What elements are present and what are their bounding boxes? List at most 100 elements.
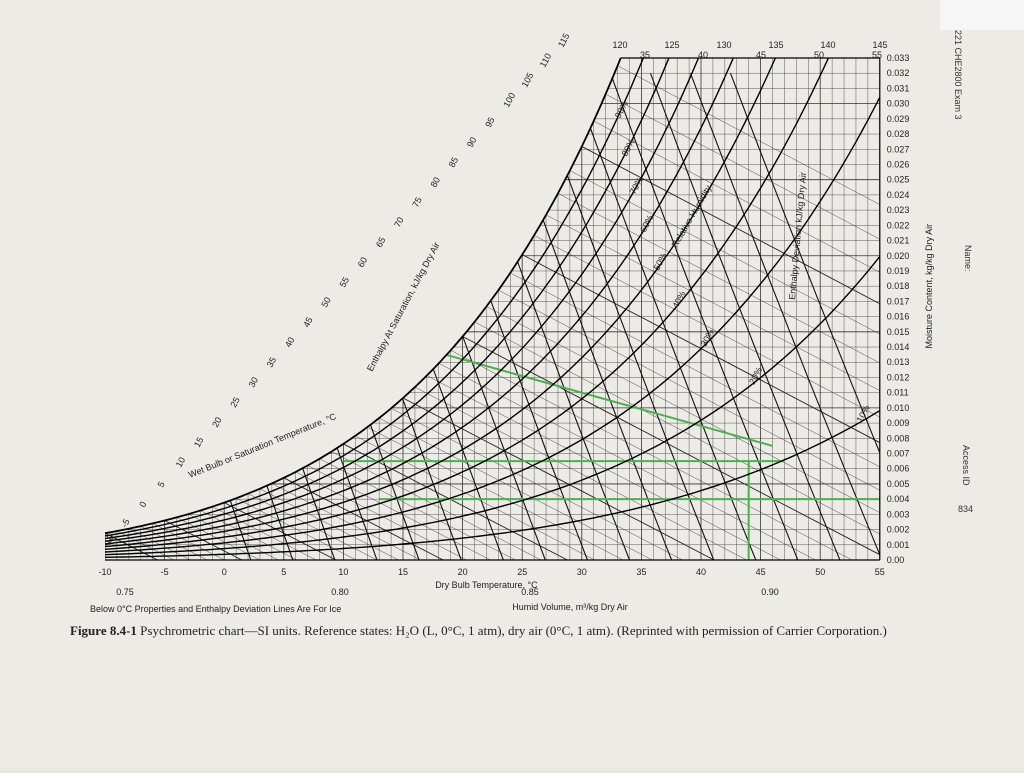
rh-curve: [104, 96, 881, 553]
handwriting: 834: [958, 504, 973, 514]
handwriting: Name:: [963, 245, 973, 272]
y-tick-label: 0.019: [887, 266, 910, 276]
y-tick-label: 0.028: [887, 129, 910, 139]
wet-bulb-line: [617, 65, 880, 561]
x-tick-label: 40: [696, 567, 706, 577]
wet-bulb-line: [426, 375, 781, 561]
enthalpy-left-label: 90: [465, 135, 479, 149]
rh-curve: [104, 57, 644, 537]
wet-bulb-line: [450, 350, 853, 561]
y-tick-label: 0.017: [887, 296, 910, 306]
wet-bulb-line: [510, 272, 880, 561]
enthalpy-left-label: 55: [338, 275, 352, 289]
y-tick-label: 0.024: [887, 190, 910, 200]
wet-bulb-line: [521, 254, 880, 561]
handwriting: Access ID: [961, 445, 971, 486]
volume-tick: 0.90: [761, 587, 779, 597]
enthalpy-top-label: 140: [820, 40, 835, 50]
volume-line: [649, 73, 841, 561]
volume-line: [609, 73, 799, 561]
y-tick-label: 0.026: [887, 159, 910, 169]
x-tick-label: 35: [636, 567, 646, 577]
x-tick-label: 10: [338, 567, 348, 577]
enthalpy-top-label: 145: [872, 40, 887, 50]
x-tick-label: -5: [161, 567, 169, 577]
volume-line: [689, 73, 880, 561]
wet-bulb-line: [355, 435, 595, 561]
rh-curve: [104, 57, 670, 540]
enthalpy-left-label: 15: [192, 435, 206, 449]
y-tick-label: 0.002: [887, 525, 910, 535]
enthalpy-left-label: 70: [392, 215, 406, 229]
sat-top-label: 40: [698, 50, 708, 60]
y-tick-label: 0.020: [887, 251, 910, 261]
wet-bulb-line: [498, 289, 880, 561]
y-tick-label: 0.007: [887, 449, 910, 459]
x-tick-label: 30: [577, 567, 587, 577]
y-tick-label: 0.027: [887, 144, 910, 154]
y-tick-label: 0.033: [887, 53, 910, 63]
y-tick-label: 0.001: [887, 540, 910, 550]
wet-bulb-line: [569, 170, 880, 561]
y-tick-label: 0.032: [887, 68, 910, 78]
y-tick-label: 0.013: [887, 357, 910, 367]
y-tick-label: 0.004: [887, 494, 910, 504]
enthalpy-top-label: 130: [716, 40, 731, 50]
volume-tick: 0.75: [116, 587, 134, 597]
note: Below 0°C Properties and Enthalpy Deviat…: [90, 604, 341, 614]
enthalpy-top-label: 135: [768, 40, 783, 50]
x-tick-label: 5: [281, 567, 286, 577]
y-tick-label: 0.010: [887, 403, 910, 413]
y-axis-label: Moisture Content, kg/kg Dry Air: [924, 224, 934, 349]
wet-bulb-line: [259, 488, 399, 561]
green-line: [390, 338, 773, 447]
y-tick-label: 0.025: [887, 175, 910, 185]
enthalpy-left-label: 50: [319, 295, 333, 309]
wet-bulb-line: [343, 443, 568, 561]
wet-bulb-line: [534, 235, 880, 561]
enthalpy-left-label: -5: [119, 517, 132, 529]
enthalpy-left-label: 30: [247, 375, 261, 389]
wet-bulb-line: [581, 146, 880, 561]
volume-tick: 0.80: [331, 587, 349, 597]
x-tick-label: 55: [875, 567, 885, 577]
volume-line: [729, 73, 880, 561]
enthalpy-left-label: 5: [156, 480, 167, 489]
handwriting: 221 CHE2800 Exam 3: [953, 30, 963, 120]
enthalpy-top-label: 125: [664, 40, 679, 50]
enthalpy-left-label: 40: [283, 335, 297, 349]
wet-bulb-line: [557, 193, 880, 561]
y-tick-label: 0.030: [887, 99, 910, 109]
enthalpy-left-label: 75: [410, 195, 424, 209]
y-tick-label: 0.005: [887, 479, 910, 489]
y-tick-label: 0.016: [887, 312, 910, 322]
wet-bulb-line: [367, 427, 624, 561]
rh-curve: [104, 256, 881, 556]
wet-bulb-line: [402, 397, 715, 561]
x-tick-label: 50: [815, 567, 825, 577]
rh-curve: [104, 57, 830, 550]
enthalpy-left-label: 20: [210, 415, 224, 429]
x-tick-label: -10: [98, 567, 111, 577]
rh-curve: [104, 57, 700, 542]
wet-bulb-line: [247, 493, 378, 561]
y-tick-label: 0.031: [887, 83, 910, 93]
wet-bulb-line: [593, 120, 880, 561]
enthalpy-left-label: 10: [174, 455, 188, 469]
enthalpy-left-label: 95: [483, 115, 497, 129]
saturation-curve: [104, 57, 622, 535]
wet-bulb-line: [605, 93, 880, 561]
wet-bulb-line: [295, 471, 467, 561]
y-tick-label: 0.014: [887, 342, 910, 352]
x-tick-label: 0: [222, 567, 227, 577]
y-tick-label: 0.003: [887, 509, 910, 519]
caption: Figure 8.4-1 Psychrometric chart—SI unit…: [70, 622, 900, 639]
y-tick-label: 0.012: [887, 372, 910, 382]
sat-top-label: 50: [814, 50, 824, 60]
caption-label: Figure 8.4-1: [70, 623, 137, 638]
enthalpy-left-label: 65: [374, 235, 388, 249]
enthalpy-left-label: 80: [429, 175, 443, 189]
